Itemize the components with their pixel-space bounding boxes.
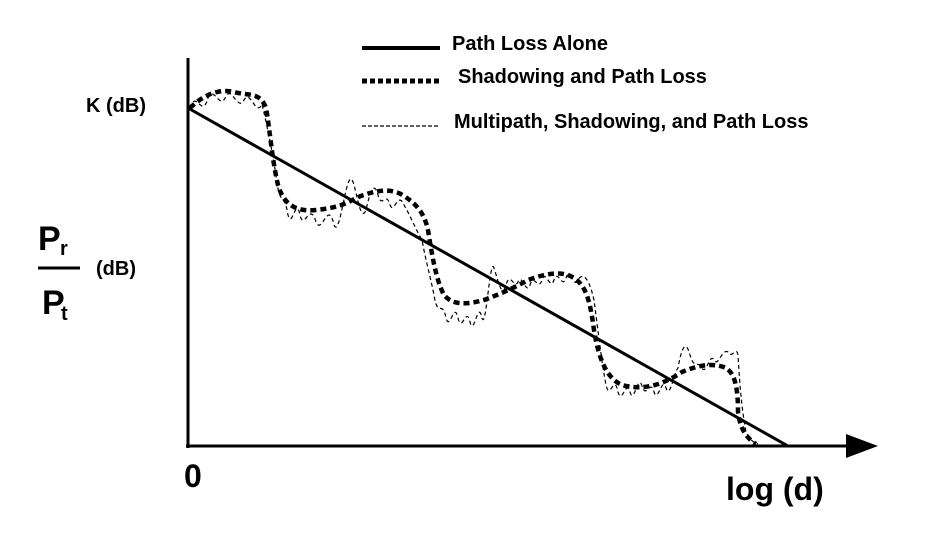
curves	[187, 88, 789, 448]
y-label-numerator: P	[38, 220, 61, 258]
legend-label-shadowing-path-loss: Shadowing and Path Loss	[458, 66, 707, 88]
axis-labels: K (dB) P r P t (dB) 0 log (d)	[38, 95, 824, 507]
y-intercept-label: K (dB)	[86, 95, 146, 117]
x-axis-arrowhead	[846, 434, 878, 458]
legend: Path Loss Alone Shadowing and Path Loss …	[362, 33, 808, 133]
path-loss-alone-line	[187, 106, 789, 448]
legend-label-path-loss-alone: Path Loss Alone	[452, 33, 608, 55]
shadowing-path-loss-curve	[188, 88, 758, 446]
x-axis-label: log (d)	[726, 471, 824, 507]
axes	[186, 58, 878, 458]
y-label-numerator-sub: r	[60, 238, 68, 260]
y-axis-label: P r P t (dB)	[38, 220, 136, 325]
y-label-denominator: P	[42, 284, 65, 322]
y-label-denominator-sub: t	[61, 303, 68, 325]
origin-label: 0	[184, 458, 202, 494]
y-label-unit: (dB)	[96, 258, 136, 280]
legend-label-multipath-shadowing-path-loss: Multipath, Shadowing, and Path Loss	[454, 111, 808, 133]
